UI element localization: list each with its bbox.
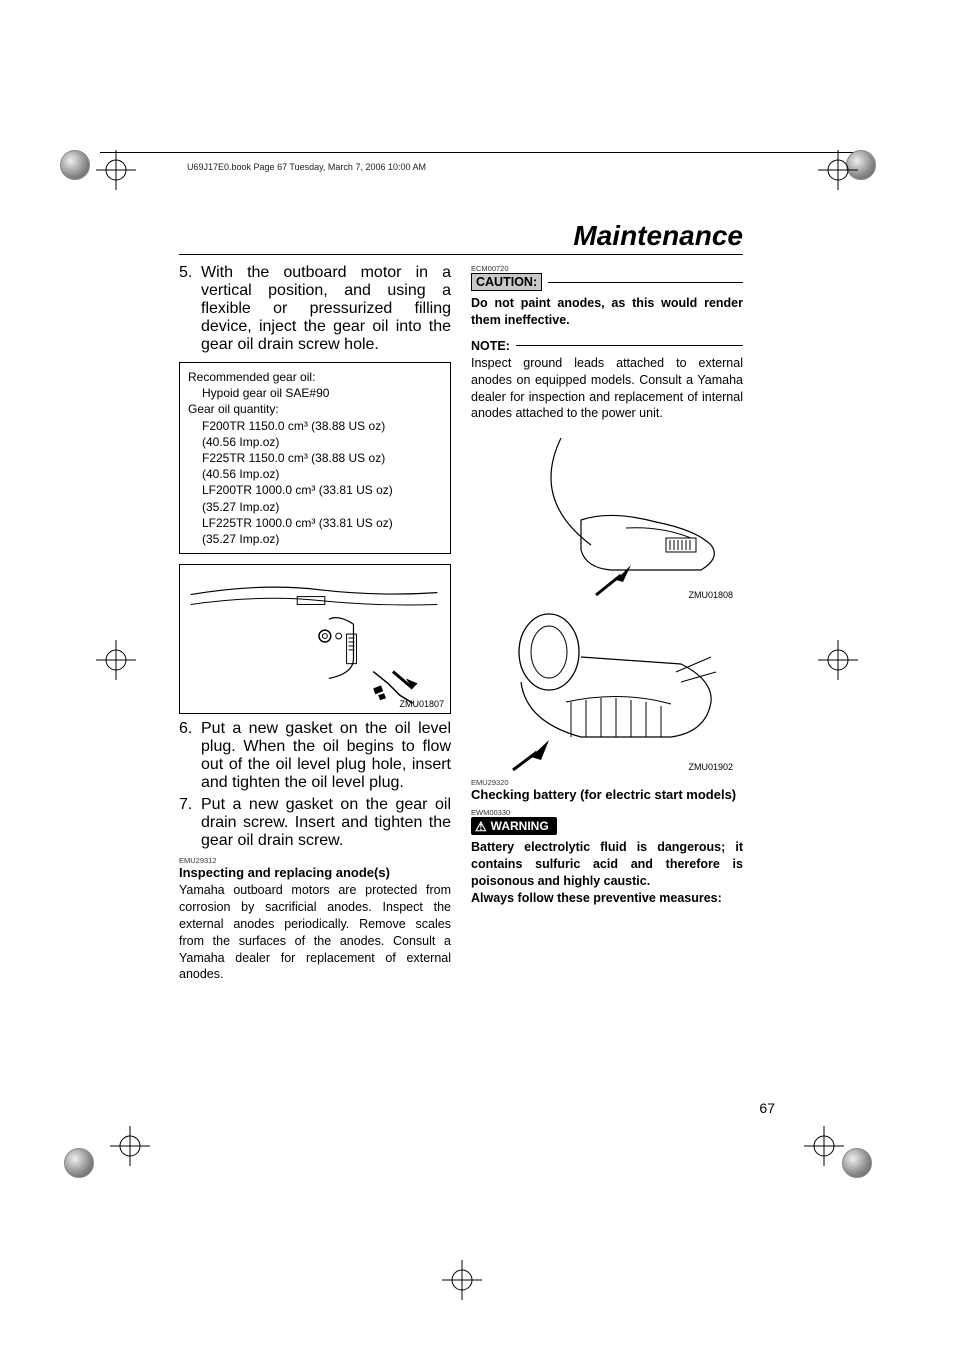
reg-mark-bl (110, 1126, 150, 1166)
spec-line: (35.27 Imp.oz) (202, 499, 442, 515)
reg-mark-tl (96, 150, 136, 190)
note-row: NOTE: (471, 339, 743, 353)
reg-mark-br (804, 1126, 844, 1166)
illustration-anode-lower: ZMU01902 (471, 602, 743, 772)
page-number: 67 (759, 1100, 775, 1116)
section-heading-anodes: Inspecting and replacing anode(s) (179, 865, 451, 880)
reg-mark-mr (818, 640, 858, 680)
right-column: ECM00720 CAUTION: Do not paint anodes, a… (471, 264, 743, 983)
step-text: Put a new gasket on the oil level plug. … (201, 720, 451, 792)
spec-line: F200TR 1150.0 cm³ (38.88 US oz) (202, 418, 442, 434)
chapter-title: Maintenance (179, 220, 743, 255)
illustration-label: ZMU01808 (688, 590, 733, 600)
caution-label: CAUTION: (471, 273, 542, 291)
step-5: 5. With the outboard motor in a vertical… (179, 264, 451, 354)
spec-qty-label: Gear oil quantity: (188, 401, 442, 417)
ref-code: EMU29320 (471, 778, 743, 787)
spec-line: F225TR 1150.0 cm³ (38.88 US oz) (202, 450, 442, 466)
illustration-label: ZMU01902 (688, 762, 733, 772)
reg-mark-ml (96, 640, 136, 680)
spec-line: (35.27 Imp.oz) (202, 531, 442, 547)
reg-corner-bl (64, 1148, 112, 1196)
spec-rec-value: Hypoid gear oil SAE#90 (202, 385, 442, 401)
reg-corner-br (842, 1148, 890, 1196)
spec-line: LF225TR 1000.0 cm³ (33.81 US oz) (202, 515, 442, 531)
step-number: 7. (179, 796, 201, 850)
step-text: With the outboard motor in a vertical po… (201, 264, 451, 354)
left-column: 5. With the outboard motor in a vertical… (179, 264, 451, 983)
section-heading-battery: Checking battery (for electric start mod… (471, 787, 743, 802)
gear-oil-spec-box: Recommended gear oil: Hypoid gear oil SA… (179, 362, 451, 554)
content-columns: 5. With the outboard motor in a vertical… (179, 264, 743, 983)
illustration-gear-oil-fill: ZMU01807 (179, 564, 451, 714)
step-number: 6. (179, 720, 201, 792)
note-body: Inspect ground leads attached to externa… (471, 355, 743, 423)
step-number: 5. (179, 264, 201, 354)
anode-body: Yamaha outboard motors are protected fro… (179, 882, 451, 983)
note-rule (516, 345, 743, 346)
reg-mark-tr (818, 150, 858, 190)
caution-body: Do not paint anodes, as this would rende… (471, 295, 743, 329)
step-text: Put a new gasket on the gear oil drain s… (201, 796, 451, 850)
spec-line: (40.56 Imp.oz) (202, 434, 442, 450)
note-label: NOTE: (471, 339, 510, 353)
ref-code: EWM00330 (471, 808, 743, 817)
spec-rec-label: Recommended gear oil: (188, 369, 442, 385)
ref-code: EMU29312 (179, 856, 451, 865)
caution-rule (548, 282, 743, 283)
spec-line: LF200TR 1000.0 cm³ (33.81 US oz) (202, 482, 442, 498)
step-6: 6. Put a new gasket on the oil level plu… (179, 720, 451, 792)
ref-code: ECM00720 (471, 264, 743, 273)
caution-row: CAUTION: (471, 273, 743, 291)
step-7: 7. Put a new gasket on the gear oil drai… (179, 796, 451, 850)
warning-label: WARNING (491, 819, 549, 833)
warning-body-2: Always follow these preventive measures: (471, 890, 743, 907)
warning-icon: ⚠ (475, 820, 487, 833)
reg-mark-bc (442, 1260, 482, 1300)
spec-line: (40.56 Imp.oz) (202, 466, 442, 482)
crop-rule-top (100, 152, 854, 153)
warning-body-1: Battery electrolytic fluid is dangerous;… (471, 839, 743, 890)
warning-badge: ⚠ WARNING (471, 817, 557, 835)
illustration-anode-upper: ZMU01808 (471, 430, 743, 600)
running-header: U69J17E0.book Page 67 Tuesday, March 7, … (179, 160, 743, 174)
illustration-label: ZMU01807 (399, 699, 444, 709)
